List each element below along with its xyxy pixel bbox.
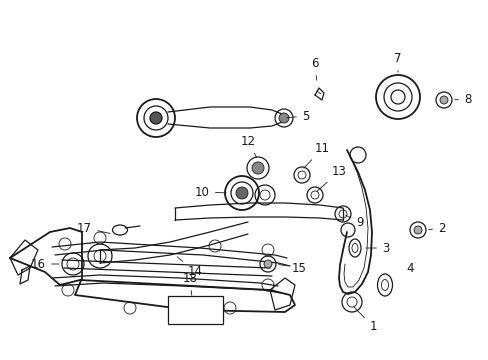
Text: 14: 14 (177, 257, 202, 278)
Text: 4: 4 (406, 261, 413, 274)
FancyBboxPatch shape (168, 296, 223, 324)
Text: 7: 7 (393, 52, 401, 72)
Text: 18: 18 (182, 272, 197, 295)
Text: 17: 17 (77, 221, 110, 234)
Text: 3: 3 (365, 242, 388, 255)
Circle shape (236, 187, 247, 199)
Text: 5: 5 (286, 109, 309, 122)
Circle shape (279, 113, 288, 123)
Text: 15: 15 (278, 261, 306, 274)
Circle shape (251, 162, 264, 174)
Text: 11: 11 (304, 142, 329, 168)
Text: 1: 1 (353, 307, 376, 333)
Text: 16: 16 (31, 257, 59, 270)
Text: 6: 6 (311, 57, 318, 80)
Circle shape (264, 260, 271, 268)
Text: 9: 9 (345, 215, 363, 229)
Text: 13: 13 (316, 165, 346, 191)
Circle shape (439, 96, 447, 104)
Text: 8: 8 (454, 93, 470, 105)
Text: 2: 2 (428, 221, 445, 234)
Circle shape (150, 112, 162, 124)
Circle shape (413, 226, 421, 234)
Text: 10: 10 (195, 185, 226, 198)
Text: 12: 12 (240, 135, 256, 158)
